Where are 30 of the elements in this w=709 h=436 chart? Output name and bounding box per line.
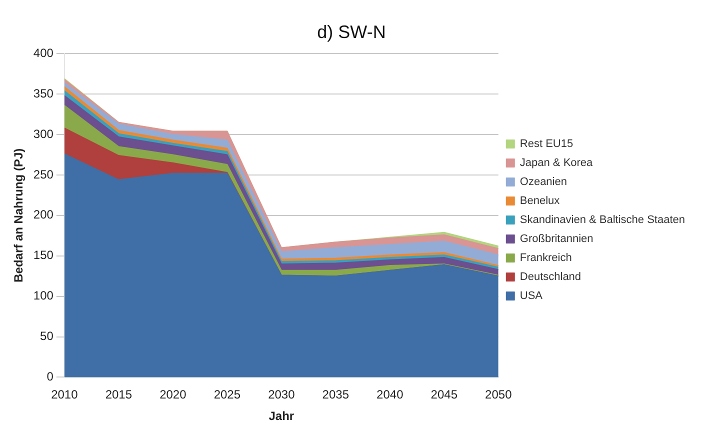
x-axis-title: Jahr	[268, 409, 294, 424]
x-tick-label: 2050	[485, 388, 512, 402]
y-tick-label: 350	[33, 86, 54, 100]
legend-label: Frankreich	[520, 252, 572, 264]
y-tick-label: 50	[40, 329, 54, 344]
y-axis-title: Bedarf an Nahrung (PJ)	[12, 148, 26, 282]
legend-label: USA	[520, 290, 544, 302]
y-tick-label: 400	[33, 46, 54, 60]
x-tick-label: 2040	[376, 388, 404, 402]
legend-label: Benelux	[520, 195, 560, 208]
legend-label: Deutschland	[520, 271, 582, 284]
x-tick-label: 2025	[214, 388, 241, 402]
y-tick-label: 250	[33, 167, 54, 182]
legend-label: Rest EU15	[520, 138, 574, 150]
x-tick-label: 2020	[160, 388, 187, 402]
legend-label: Japan & Korea	[520, 157, 594, 170]
legend-label: Ozeanien	[520, 176, 567, 188]
x-tick-label: 2010	[51, 388, 78, 402]
x-tick-label: 2035	[322, 388, 350, 402]
legend-label: Skandinavien & Baltische Staaten	[520, 214, 685, 226]
y-tick-label: 200	[33, 208, 54, 222]
y-tick-label: 100	[33, 288, 54, 303]
x-tick-label: 2015	[105, 388, 132, 402]
legend-label: Großbritannien	[520, 233, 594, 246]
chart-title: d) SW-N	[317, 22, 386, 42]
y-tick-label: 300	[33, 126, 54, 141]
y-tick-label: 150	[33, 248, 54, 262]
x-tick-label: 2045	[430, 388, 458, 402]
y-tick-label: 0	[46, 370, 54, 384]
x-tick-label: 2030	[268, 388, 296, 402]
